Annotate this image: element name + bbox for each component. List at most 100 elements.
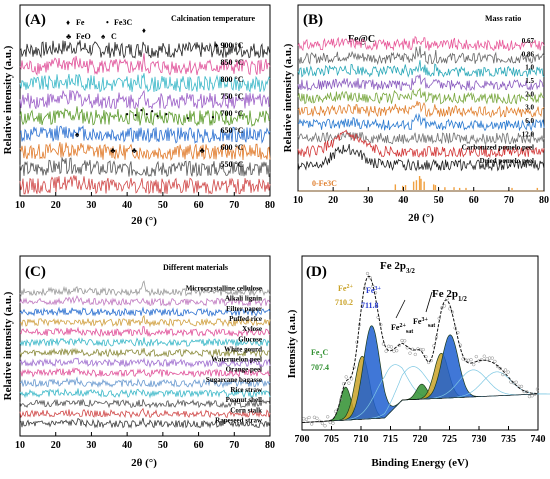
panel-a-x-tick-label: 70 xyxy=(229,200,239,211)
panel-c-series-label: Xylose xyxy=(242,325,262,333)
panel-a-label: (A) xyxy=(25,12,46,28)
panel-c-series-line xyxy=(19,280,271,297)
panel-b: (B) Fe@C Mass ratio 0.67 0.86 1.0 1.5 2.0 3.0… xyxy=(282,4,549,224)
legend-fe-label: Fe xyxy=(76,18,85,27)
panel-c-series-line xyxy=(19,357,271,369)
panel-c-x-label: 2θ (°) xyxy=(131,457,157,469)
panel-a-series-line xyxy=(19,175,271,195)
panel-d-raw-point xyxy=(501,372,505,377)
panel-a-fe3c-dot: • xyxy=(186,114,189,123)
panel-b-series-label: 6.0 xyxy=(525,117,534,125)
panel-d-raw-point xyxy=(326,415,330,419)
panel-a-x-tick-label: 20 xyxy=(51,200,61,211)
panel-b-series-label: 2.0 xyxy=(525,90,534,98)
panel-d-background xyxy=(301,393,537,423)
panel-c-x-tick-label: 10 xyxy=(15,440,25,451)
panel-c: (C) Different materials Microcrystalline… xyxy=(2,255,275,469)
panel-d-raw-point xyxy=(466,358,471,362)
panel-d-raw-point xyxy=(336,407,340,411)
panel-b-x-tick-label: 10 xyxy=(293,195,303,206)
panel-b-series-line xyxy=(297,35,545,52)
panel-d-raw-point xyxy=(307,415,311,420)
panel-c-frame xyxy=(19,255,271,437)
panel-d-raw-point xyxy=(442,304,447,308)
panel-b-y-label: Relative intensity (a.u.) xyxy=(282,43,294,152)
panel-a-x-label: 2θ (°) xyxy=(131,215,157,227)
panel-a-annotation: Calcination temperature xyxy=(171,14,256,23)
panel-d-series xyxy=(301,271,550,428)
panel-a-series-label: 750 °C xyxy=(221,92,244,101)
legend-c-label: C xyxy=(111,32,117,41)
panel-d-raw-point xyxy=(498,366,502,371)
panel-d-x-tick-label: 735 xyxy=(501,434,516,445)
panel-b-x-tick-label: 50 xyxy=(434,195,444,206)
panel-d-raw-point xyxy=(387,344,391,348)
panel-a-series: 900 °C 850 °C 800 °C 750 °C 700 °C 650 °C 600 … xyxy=(19,26,271,195)
panel-d-x-tick-label: 740 xyxy=(531,434,546,445)
panel-d-label-fe2p32: Fe 2p3/2 xyxy=(380,260,415,275)
panel-d: (D) 700 705 710 715 720 725 730 735 740 Binding … xyxy=(286,255,550,469)
panel-d-raw-point xyxy=(349,377,354,381)
panel-d-raw-point xyxy=(487,356,492,360)
panel-b-series: 0.67 0.86 1.0 1.5 2.0 3.0 6.0 12.0 Carbonized po… xyxy=(297,35,545,172)
panel-d-label-fe3c: Fe3C xyxy=(311,348,328,360)
panel-d-raw-point xyxy=(379,323,383,327)
panel-a-series-label: 650 °C xyxy=(221,126,244,135)
panel-b-series-label: 1.0 xyxy=(525,64,534,72)
legend-c-symbol: ♠ xyxy=(101,32,106,41)
panel-d-raw-point xyxy=(328,420,332,425)
panel-d-x-ticks: 700 705 710 715 720 725 730 735 740 xyxy=(295,426,546,445)
panel-a-series-label: 800 °C xyxy=(221,75,244,84)
panel-d-value-fe3c: 707.4 xyxy=(311,363,329,372)
panel-a-x-tick-label: 30 xyxy=(86,200,96,211)
panel-d-raw-point xyxy=(403,339,407,343)
panel-d-raw-point xyxy=(352,365,356,369)
panel-a-series-line xyxy=(19,157,271,178)
panel-d-raw-point xyxy=(503,368,508,372)
panel-c-series-label: Peanut shell xyxy=(226,396,262,404)
panel-d-raw-point xyxy=(493,359,497,364)
panel-a-x-tick-label: 60 xyxy=(194,200,204,211)
panel-a-phase-marker: ♠ xyxy=(75,130,80,139)
panel-d-y-label: Intensity (a.u.) xyxy=(286,309,298,378)
panel-d-raw-point xyxy=(355,340,359,344)
legend-feo-label: FeO xyxy=(76,32,91,41)
panel-d-raw-point xyxy=(437,316,441,320)
panel-d-raw-point xyxy=(363,286,367,290)
panel-d-arrow xyxy=(425,291,433,313)
panel-a-series-line xyxy=(19,106,271,127)
panel-d-raw-point xyxy=(519,384,524,389)
panel-b-x-ticks: 10 20 30 40 50 60 70 80 xyxy=(293,187,549,206)
panel-d-raw-point xyxy=(533,392,537,396)
panel-d-x-tick-label: 710 xyxy=(354,434,369,445)
panel-c-series-label: Filter paper xyxy=(226,305,262,313)
panel-b-reference-label: 0-Fe3C xyxy=(312,179,337,188)
panel-d-raw-point xyxy=(474,354,478,359)
panel-d-label: (D) xyxy=(306,264,327,280)
panel-c-series-label: White gourd xyxy=(224,345,262,353)
panel-c-annotation: Different materials xyxy=(163,263,228,272)
panel-b-x-tick-label: 60 xyxy=(469,195,479,206)
panel-d-raw-point xyxy=(315,416,319,420)
panel-d-raw-point xyxy=(365,271,370,276)
panel-b-series-line xyxy=(297,129,545,159)
panel-c-series-line xyxy=(19,407,271,419)
panel-d-raw-point xyxy=(530,394,534,398)
panel-b-title: Fe@C xyxy=(348,34,375,45)
panel-b-series-line xyxy=(297,87,545,105)
panel-d-label-fe3plus: Fe3+ xyxy=(366,286,381,295)
panel-c-y-label: Relative intensity (a.u.) xyxy=(2,291,14,400)
legend-fe3c-label: Fe3C xyxy=(114,18,132,27)
panel-c-series-line xyxy=(19,295,271,307)
panel-b-label: (B) xyxy=(303,12,323,28)
panel-d-raw-point xyxy=(302,417,306,421)
legend-feo-symbol: ♣ xyxy=(66,32,72,41)
panel-c-x-tick-label: 30 xyxy=(86,440,96,451)
panel-d-label-fe2plus: Fe2+ xyxy=(338,284,353,293)
panel-d-raw-point xyxy=(333,409,338,413)
panel-d-raw-point xyxy=(480,357,484,362)
panel-c-series-line xyxy=(19,306,271,318)
panel-a-fe3c-dot: • xyxy=(156,112,159,121)
